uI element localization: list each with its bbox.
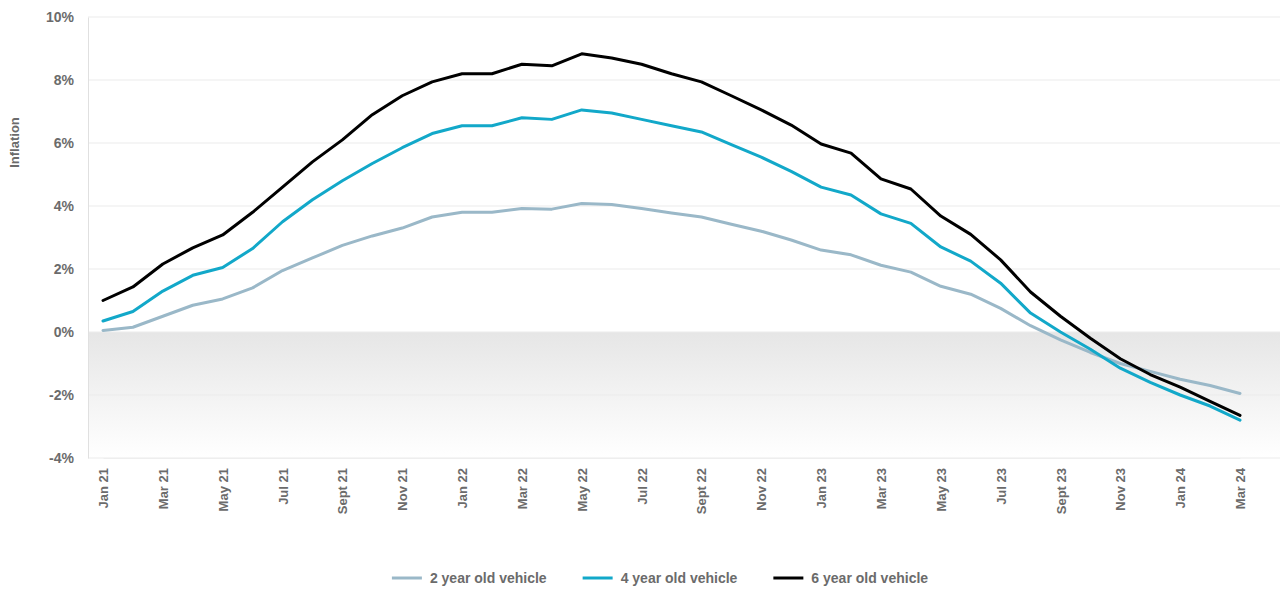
x-tick-label: Jan 23	[814, 468, 829, 508]
legend-item: 4 year old vehicle	[583, 570, 738, 586]
legend-label: 2 year old vehicle	[430, 570, 547, 586]
x-tick: Mar 21	[156, 468, 171, 509]
x-tick: May 23	[934, 468, 949, 511]
x-tick: Nov 23	[1113, 468, 1128, 511]
x-tick-label: Jan 21	[96, 468, 111, 508]
y-tick-label: 2%	[54, 261, 75, 277]
legend-swatch	[773, 577, 803, 580]
x-tick: Jan 22	[455, 468, 470, 508]
x-tick: Jan 23	[814, 468, 829, 508]
y-tick-label: -2%	[49, 387, 74, 403]
y-tick-label: 8%	[54, 72, 75, 88]
x-tick: Jan 21	[96, 468, 111, 508]
x-tick-label: Nov 21	[395, 468, 410, 511]
x-tick-label: Mar 24	[1233, 467, 1248, 509]
y-tick: 2%	[54, 261, 88, 277]
grid-line	[88, 17, 1280, 18]
y-tick: 0%	[54, 324, 88, 340]
y-tick-label: 6%	[54, 135, 75, 151]
x-tick: Nov 22	[754, 468, 769, 511]
y-tick: 8%	[54, 72, 88, 88]
x-tick: Nov 21	[395, 468, 410, 511]
x-tick: Jul 22	[635, 468, 650, 505]
x-tick: Sept 23	[1054, 468, 1069, 514]
y-tick: 6%	[54, 135, 88, 151]
y-tick-label: -4%	[49, 450, 74, 466]
x-tick: Mar 23	[874, 468, 889, 509]
x-tick-label: May 21	[216, 468, 231, 511]
chart-container: -4% -2% 0% 2% 4% 6% 8% 10% Jan 21 Mar 21 May 21 Jul…	[0, 0, 1280, 597]
x-tick-label: Jul 21	[276, 468, 291, 505]
x-tick: Mar 24	[1233, 467, 1248, 509]
plot: -4% -2% 0% 2% 4% 6% 8% 10% Jan 21 Mar 21 May 21 Jul…	[46, 9, 1280, 514]
x-tick-label: Jul 23	[994, 468, 1009, 505]
y-axis-title: Inflation	[7, 117, 22, 168]
x-tick: May 22	[575, 468, 590, 511]
x-axis: Jan 21 Mar 21 May 21 Jul 21 Sept 21 Nov 21 Jan…	[96, 459, 1248, 515]
grid-line	[88, 143, 1280, 144]
y-axis: -4% -2% 0% 2% 4% 6% 8% 10%	[46, 9, 89, 466]
grid-line	[88, 395, 1280, 396]
x-tick-label: Nov 22	[754, 468, 769, 511]
y-tick-label: 0%	[54, 324, 75, 340]
y-tick: 4%	[54, 198, 88, 214]
grid-line	[88, 269, 1280, 270]
x-axis-line	[104, 458, 1241, 459]
x-tick-label: Mar 23	[874, 468, 889, 509]
x-tick: Jul 21	[276, 468, 291, 505]
x-tick-label: Sept 23	[1054, 468, 1069, 514]
series-line	[103, 110, 1240, 420]
legend-swatch	[392, 577, 422, 580]
x-tick: Jan 24	[1173, 467, 1188, 508]
legend-label: 6 year old vehicle	[811, 570, 928, 586]
legend: 2 year old vehicle 4 year old vehicle 6 ye…	[392, 570, 928, 586]
y-tick: -2%	[49, 387, 88, 403]
x-tick-label: Jul 22	[635, 468, 650, 505]
x-tick-label: Sept 22	[694, 468, 709, 514]
x-tick: Mar 22	[515, 468, 530, 509]
series-lines	[103, 54, 1240, 420]
y-axis-line	[88, 18, 89, 459]
legend-item: 6 year old vehicle	[773, 570, 928, 586]
x-tick: Sept 22	[694, 468, 709, 514]
series-line	[103, 203, 1240, 393]
x-tick: Jul 23	[994, 468, 1009, 505]
chart-svg: -4% -2% 0% 2% 4% 6% 8% 10% Jan 21 Mar 21 May 21 Jul…	[0, 0, 1280, 597]
legend-swatch	[583, 577, 613, 580]
grid-line	[88, 458, 1280, 459]
grid	[88, 17, 1280, 458]
series-line	[103, 54, 1240, 416]
x-tick-label: Jan 24	[1173, 467, 1188, 508]
x-tick-label: May 22	[575, 468, 590, 511]
y-tick-label: 4%	[54, 198, 75, 214]
legend-label: 4 year old vehicle	[621, 570, 738, 586]
y-tick-label: 10%	[46, 9, 75, 25]
y-tick: -4%	[49, 450, 88, 466]
x-tick: Sept 21	[335, 468, 350, 514]
grid-line	[88, 206, 1280, 207]
x-tick-label: Nov 23	[1113, 468, 1128, 511]
y-tick: 10%	[46, 9, 88, 25]
x-tick-label: May 23	[934, 468, 949, 511]
legend-item: 2 year old vehicle	[392, 570, 547, 586]
x-tick: May 21	[216, 468, 231, 511]
negative-band	[88, 332, 1280, 458]
grid-line	[88, 80, 1280, 81]
x-tick-label: Sept 21	[335, 468, 350, 514]
x-tick-label: Mar 21	[156, 468, 171, 509]
x-tick-label: Jan 22	[455, 468, 470, 508]
x-tick-label: Mar 22	[515, 468, 530, 509]
grid-line	[88, 332, 1280, 333]
